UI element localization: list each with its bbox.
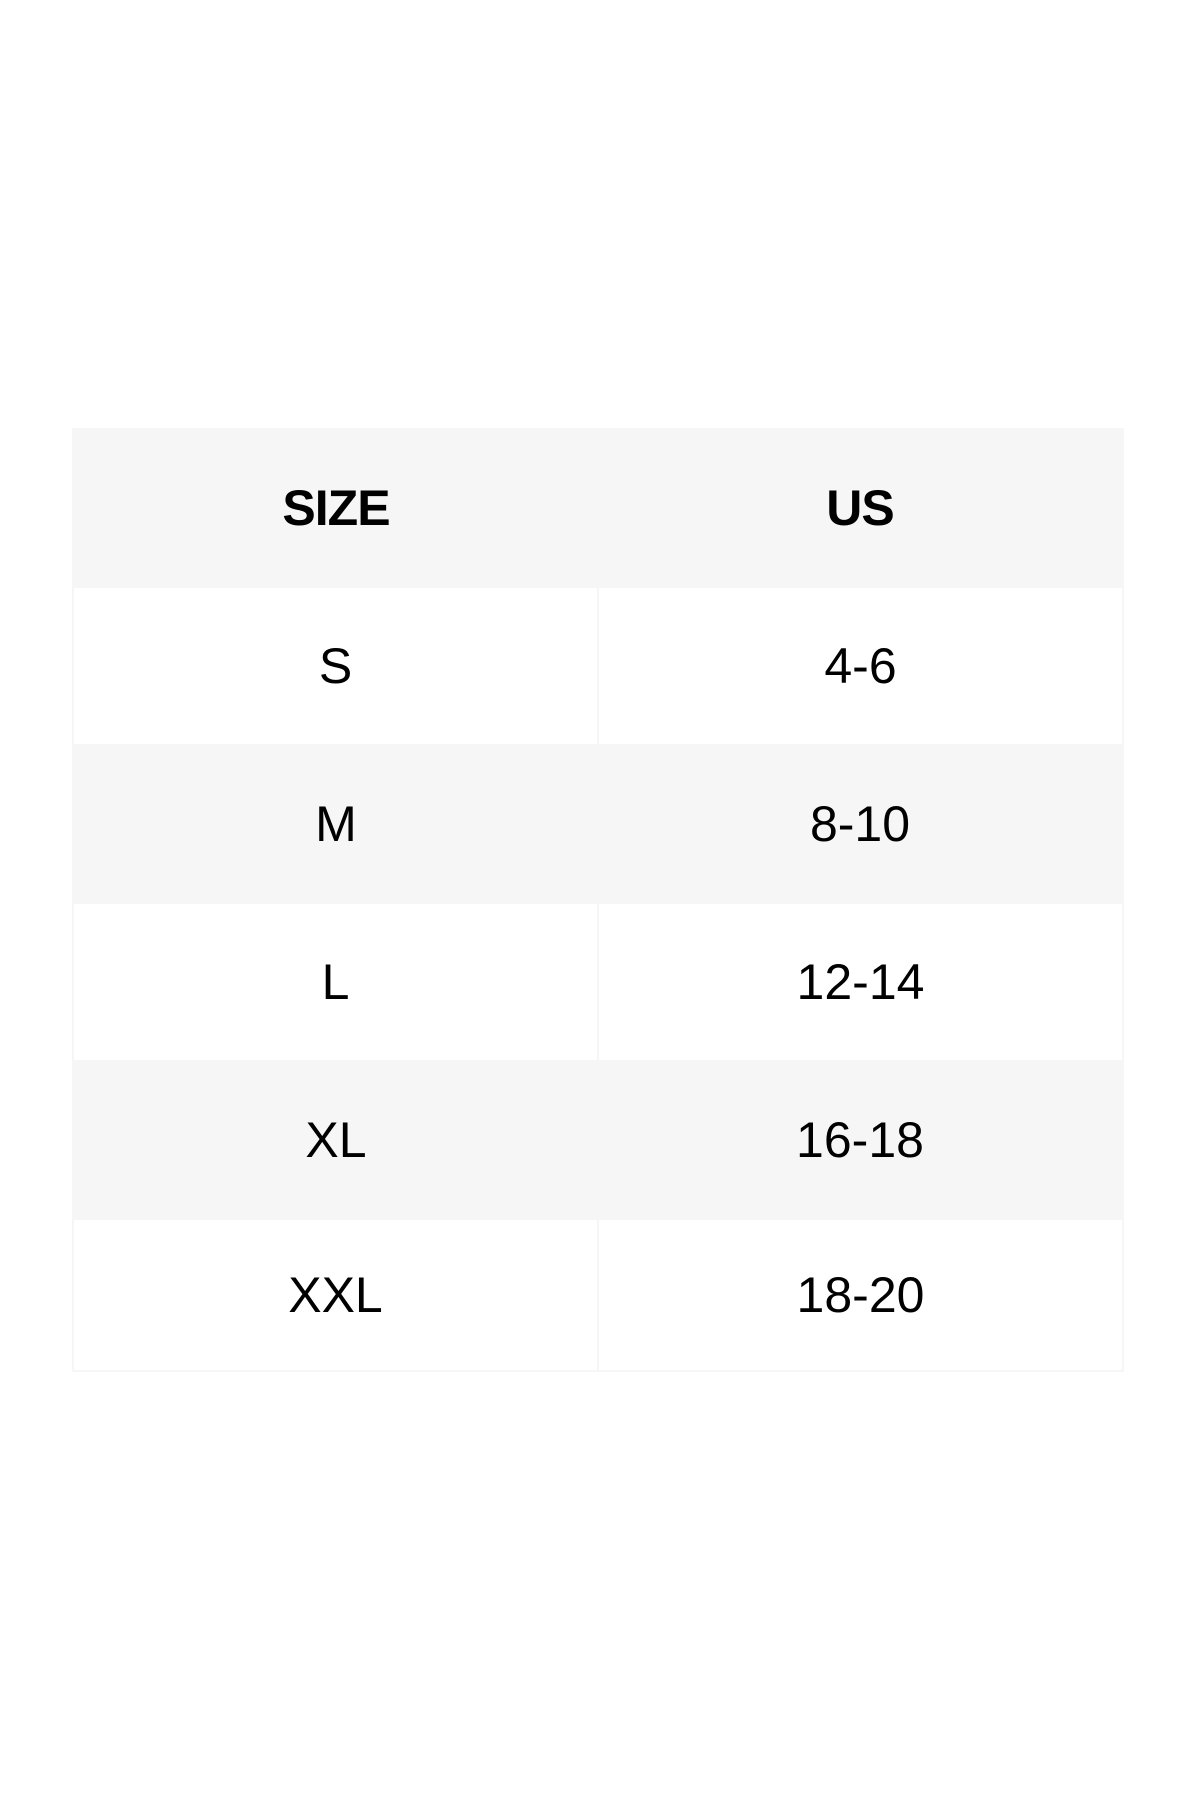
size-cell: XXL bbox=[72, 1218, 599, 1372]
us-cell: 16-18 bbox=[598, 1061, 1123, 1219]
size-cell: S bbox=[72, 586, 599, 746]
us-cell: 4-6 bbox=[597, 586, 1124, 746]
table-row: XL 16-18 bbox=[73, 1061, 1123, 1219]
header-size: SIZE bbox=[73, 429, 598, 587]
table-row: L 12-14 bbox=[72, 902, 1124, 1062]
us-cell: 18-20 bbox=[597, 1218, 1124, 1372]
size-cell: M bbox=[73, 745, 598, 903]
table-header-row: SIZE US bbox=[73, 429, 1123, 587]
size-chart-table: SIZE US S 4-6 M 8-10 L 12-14 XL 16-18 XX… bbox=[72, 428, 1124, 1372]
size-cell: XL bbox=[73, 1061, 598, 1219]
table-row: S 4-6 bbox=[72, 586, 1124, 746]
table-row: M 8-10 bbox=[73, 745, 1123, 903]
us-cell: 12-14 bbox=[597, 902, 1124, 1062]
table-row: XXL 18-20 bbox=[72, 1218, 1124, 1372]
us-cell: 8-10 bbox=[598, 745, 1123, 903]
size-cell: L bbox=[72, 902, 599, 1062]
header-us: US bbox=[598, 429, 1123, 587]
